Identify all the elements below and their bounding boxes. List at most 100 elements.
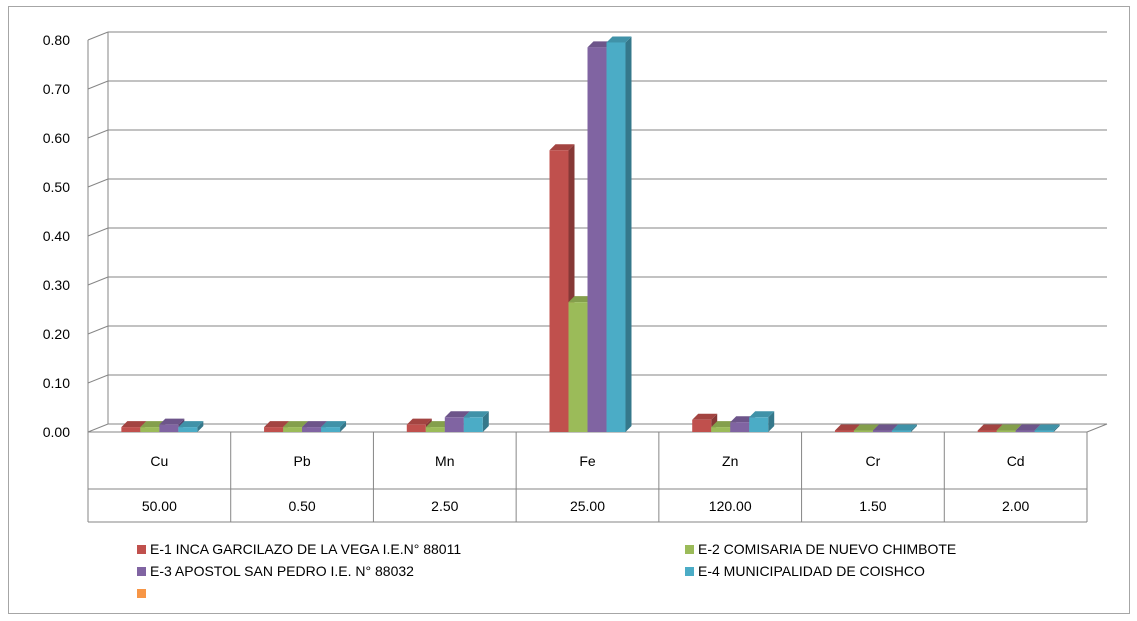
legend-swatch <box>137 567 146 576</box>
gridline-side <box>87 31 109 41</box>
bar-side <box>910 424 917 432</box>
limit-value: 2.50 <box>431 498 458 514</box>
gridline-side <box>87 423 109 433</box>
y-tick-label: 0.50 <box>43 179 70 195</box>
legend-swatch <box>137 589 146 598</box>
bars <box>121 36 1060 432</box>
bar-front <box>549 150 569 432</box>
bar-top <box>444 411 470 418</box>
legend-label: E-4 MUNICIPALIDAD DE COISHCO <box>698 563 925 579</box>
bar-top <box>587 41 613 48</box>
limit-value: 50.00 <box>142 498 177 514</box>
bar-front <box>749 417 769 432</box>
bar-top <box>1015 424 1041 431</box>
bar-top <box>749 411 775 418</box>
bar-front <box>406 424 426 432</box>
bar-front <box>121 427 141 432</box>
legend-label: E-2 COMISARIA DE NUEVO CHIMBOTE <box>698 541 956 557</box>
category-label: Zn <box>722 453 738 469</box>
y-tick-label: 0.10 <box>43 375 70 391</box>
category-label: Mn <box>435 453 454 469</box>
bar-top <box>406 418 432 425</box>
bar-front <box>178 427 198 432</box>
y-tick-label: 0.40 <box>43 228 70 244</box>
y-tick-label: 0.70 <box>43 81 70 97</box>
bar-front <box>302 427 322 432</box>
bar-top <box>872 424 898 431</box>
bar-front <box>587 47 607 432</box>
bar-top <box>730 416 756 423</box>
bar-front <box>606 42 626 432</box>
bar-top <box>302 421 328 428</box>
y-tick-label: 0.60 <box>43 130 70 146</box>
bar-top <box>891 424 917 431</box>
bar-top <box>568 296 594 303</box>
bar-top <box>264 421 290 428</box>
limit-value: 1.50 <box>859 498 886 514</box>
floor-edge <box>1086 423 1108 433</box>
bar-side <box>197 421 204 432</box>
bar-front <box>283 427 303 432</box>
limit-value: 120.00 <box>709 498 752 514</box>
bar-front <box>834 430 854 432</box>
data-table: Cu 50.00 Pb 0.50 Mn 2.50 Fe 25.00 Zn 120.00 Cr 1.50… <box>87 431 1088 523</box>
bar-front <box>463 417 483 432</box>
category-label: Cd <box>1007 453 1025 469</box>
gridline-side <box>87 325 109 335</box>
bar <box>692 413 718 432</box>
bar-top <box>463 411 489 418</box>
bar-top <box>711 421 737 428</box>
category-label: Cu <box>150 453 168 469</box>
bar-top <box>425 421 451 428</box>
bar-front <box>1034 430 1054 432</box>
bar <box>749 411 775 432</box>
legend-label: E-1 INCA GARCILAZO DE LA VEGA I.E.N° 880… <box>150 541 461 557</box>
legend: E-1 INCA GARCILAZO DE LA VEGA I.E.N° 880… <box>137 541 956 598</box>
limit-value: 2.00 <box>1002 498 1029 514</box>
legend-label: E-3 APOSTOL SAN PEDRO I.E. N° 88032 <box>150 563 414 579</box>
bar-top <box>321 421 347 428</box>
category-label: Fe <box>579 453 596 469</box>
category-label: Pb <box>294 453 311 469</box>
y-tick-label: 0.00 <box>43 424 70 440</box>
bar-top <box>549 144 575 151</box>
y-tick-label: 0.30 <box>43 277 70 293</box>
bar-top <box>606 36 632 43</box>
bar-front <box>321 427 341 432</box>
bar-top <box>692 413 718 420</box>
gridline-side <box>87 227 109 237</box>
gridline-side <box>87 80 109 90</box>
bar <box>549 144 575 432</box>
bar-top <box>996 424 1022 431</box>
legend-swatch <box>685 567 694 576</box>
y-axis-ticks: 0.00 0.10 0.20 0.30 0.40 0.50 0.60 0.70 0.80 <box>43 32 70 440</box>
gridline-side <box>87 374 109 384</box>
bar-side <box>768 411 775 432</box>
category-label: Cr <box>866 453 881 469</box>
bar-front <box>891 430 911 432</box>
bar-top <box>121 421 147 428</box>
y-tick-label: 0.20 <box>43 326 70 342</box>
bar-front <box>264 427 284 432</box>
bar <box>1034 424 1060 432</box>
legend-swatch <box>137 545 146 554</box>
bar-front <box>692 419 712 432</box>
gridline-side <box>87 129 109 139</box>
bar-top <box>159 418 185 425</box>
bar-front <box>872 430 892 432</box>
bar-top <box>834 424 860 431</box>
bar-front <box>977 430 997 432</box>
bar-front <box>730 422 750 432</box>
bar-front <box>444 417 464 432</box>
bar <box>463 411 489 432</box>
bar-front <box>711 427 731 432</box>
bar-top <box>853 424 879 431</box>
limit-value: 25.00 <box>570 498 605 514</box>
bar-top <box>977 424 1003 431</box>
bar-front <box>996 430 1016 432</box>
gridline-side <box>87 276 109 286</box>
bar-front <box>568 302 588 432</box>
gridline-side <box>87 178 109 188</box>
bar <box>606 36 632 432</box>
